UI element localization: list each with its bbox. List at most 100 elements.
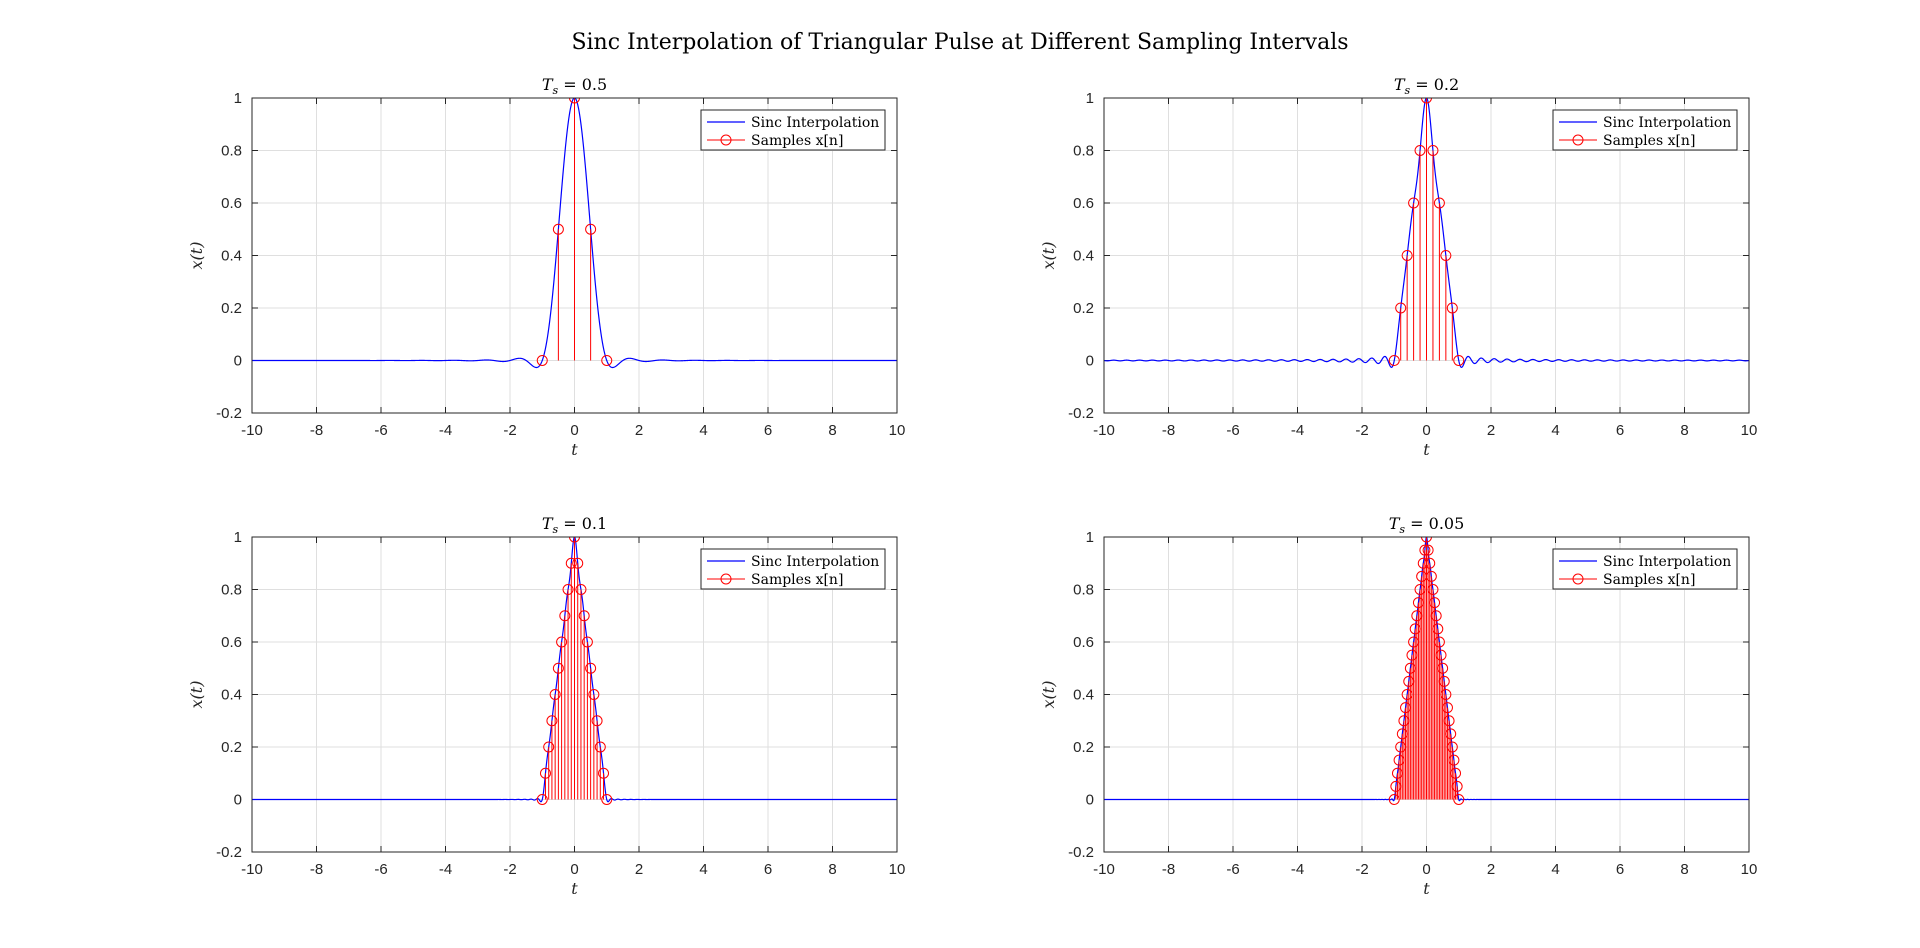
x-tick-label: 0 [570, 422, 578, 439]
y-tick-label: 0.4 [1073, 687, 1094, 704]
sample-marker [556, 636, 568, 648]
sample-marker [1432, 623, 1444, 635]
sample-marker [581, 636, 593, 648]
legend-entry-sinc: Sinc Interpolation [751, 554, 879, 570]
plot-data [252, 98, 897, 369]
sample-marker [578, 610, 590, 622]
sample-marker [1421, 98, 1432, 104]
sample-marker [1419, 544, 1431, 556]
sample-marker [1429, 597, 1441, 609]
x-tick-label: -10 [1093, 861, 1115, 878]
x-tick-label: 8 [1680, 422, 1688, 439]
y-tick-label: 0.6 [1073, 195, 1094, 212]
legend-marker-samples [1572, 134, 1584, 146]
x-tick-label: 2 [635, 422, 643, 439]
sample-marker [585, 223, 597, 235]
sample-marker [552, 662, 564, 674]
sample-marker [1450, 767, 1462, 779]
axes-box [1103, 97, 1750, 414]
x-tick-label: 2 [1487, 861, 1495, 878]
x-tick-label: 10 [889, 861, 906, 878]
sample-marker [575, 584, 587, 595]
sample-marker [572, 557, 584, 569]
legend-box [700, 548, 886, 590]
subplot-4: -10 -8 -6 -4 -2 0 2 4 6 8 10 -0.2 0 0.2 0.4 0.6 0.8 1 Ts =… [1039, 514, 1757, 898]
x-tick-label: -10 [1093, 422, 1115, 439]
y-tick-label: 0 [234, 792, 242, 809]
legend-entry-sinc: Sinc Interpolation [1603, 115, 1731, 131]
legend-box [700, 109, 886, 151]
subplot-1: -10 -8 -6 -4 -2 0 2 4 6 8 10 -0.2 0 0.2 0.4 0.6 0.8 1 Ts =… [187, 75, 905, 459]
subplot-title: Ts = 0.05 [1389, 514, 1465, 536]
sample-marker [1395, 302, 1407, 314]
y-tick-label: 0.2 [221, 739, 242, 756]
y-tick-label: 0.6 [1073, 634, 1094, 651]
x-tick-label: 4 [1551, 422, 1559, 439]
legend: Sinc Interpolation Samples x[n] [700, 109, 886, 151]
axes-box [1103, 536, 1750, 853]
y-tick-label: 0.8 [1073, 582, 1094, 599]
sample-marker [1435, 649, 1447, 661]
x-tick-label: -10 [241, 422, 263, 439]
plot-data [1104, 98, 1749, 368]
x-tick-label: 2 [1487, 422, 1495, 439]
sample-marker [591, 715, 603, 727]
sample-marker [536, 794, 548, 805]
y-axis-label: x(t) [1039, 681, 1058, 709]
y-tick-label: 0.8 [221, 143, 242, 160]
legend-entry-sinc: Sinc Interpolation [1603, 554, 1731, 570]
x-tick-label: -4 [439, 422, 452, 439]
legend: Sinc Interpolation Samples x[n] [700, 548, 886, 590]
sample-marker [1424, 557, 1436, 569]
legend-entry-samples: Samples x[n] [1603, 572, 1695, 588]
sample-marker [1448, 754, 1460, 766]
sample-marker [1437, 662, 1449, 674]
x-tick-label: -2 [503, 861, 516, 878]
sample-marker [1443, 715, 1455, 727]
x-tick-label: 10 [889, 422, 906, 439]
x-axis-label: t [571, 440, 578, 459]
legend-entry-samples: Samples x[n] [1603, 133, 1695, 149]
sample-marker [536, 355, 548, 366]
sample-marker [1388, 355, 1400, 366]
sample-marker [1438, 675, 1450, 687]
x-tick-label: 6 [764, 861, 772, 878]
y-tick-label: 1 [234, 529, 242, 546]
x-tick-label: -4 [1291, 422, 1304, 439]
y-tick-label: 0.8 [1073, 143, 1094, 160]
subplot-title: Ts = 0.1 [542, 514, 607, 536]
x-tick-label: -6 [374, 422, 387, 439]
sample-marker [1430, 610, 1442, 622]
legend-marker-samples [1572, 573, 1584, 585]
y-tick-label: 0.2 [221, 300, 242, 317]
y-tick-label: 1 [1086, 90, 1094, 107]
y-tick-label: 0 [234, 353, 242, 370]
x-tick-label: 6 [1616, 861, 1624, 878]
x-axis-label: t [1423, 440, 1430, 459]
x-tick-label: 4 [699, 861, 707, 878]
y-tick-label: -0.2 [216, 844, 242, 861]
x-axis-label: t [571, 879, 578, 898]
x-tick-label: -8 [1162, 861, 1175, 878]
x-tick-label: 8 [828, 422, 836, 439]
legend-marker-samples [720, 573, 732, 585]
subplot-3: -10 -8 -6 -4 -2 0 2 4 6 8 10 -0.2 0 0.2 0.4 0.6 0.8 1 Ts =… [187, 514, 905, 898]
x-tick-label: 6 [764, 422, 772, 439]
y-tick-label: 0.2 [1073, 300, 1094, 317]
sample-marker [543, 741, 555, 753]
y-tick-label: 1 [1086, 529, 1094, 546]
sample-marker [1414, 145, 1426, 156]
y-tick-label: 0.8 [221, 582, 242, 599]
x-tick-label: 2 [635, 861, 643, 878]
sample-marker [565, 557, 577, 569]
sample-marker [601, 355, 613, 366]
axes-box [251, 97, 898, 414]
sample-marker [1427, 584, 1439, 595]
sample-marker [569, 98, 580, 104]
x-tick-label: -8 [310, 861, 323, 878]
legend-marker-samples [720, 134, 732, 146]
sample-marker [569, 537, 580, 543]
plot-data [252, 537, 897, 805]
sample-marker [1451, 780, 1463, 792]
sample-marker [549, 689, 561, 700]
